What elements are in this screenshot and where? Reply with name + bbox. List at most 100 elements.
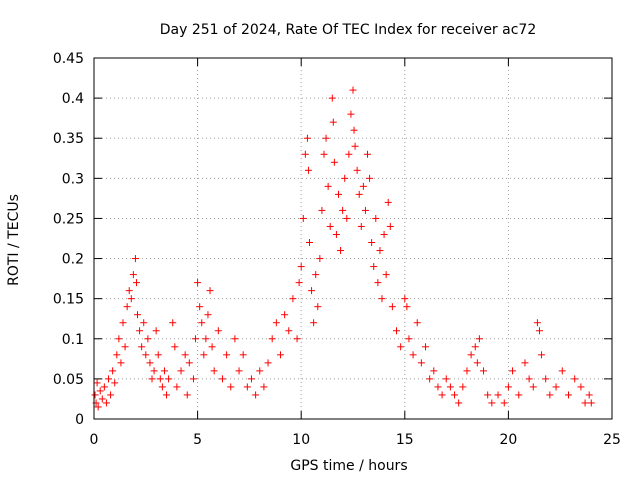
y-tick-label: 0.15 — [53, 292, 84, 308]
data-point — [405, 335, 413, 343]
data-point — [276, 351, 284, 359]
data-point — [384, 198, 392, 206]
data-point — [494, 391, 502, 399]
x-tick-label: 20 — [499, 432, 517, 448]
data-point — [123, 303, 131, 311]
data-point — [148, 375, 156, 383]
data-point — [214, 327, 222, 335]
data-point — [451, 391, 459, 399]
axis-ticks — [93, 57, 613, 420]
data-point — [417, 359, 425, 367]
data-point — [107, 391, 115, 399]
data-point — [438, 391, 446, 399]
data-point — [163, 391, 171, 399]
data-point — [299, 214, 307, 222]
data-point — [525, 375, 533, 383]
data-point — [119, 319, 127, 327]
x-tick-label: 25 — [603, 432, 621, 448]
data-point — [337, 247, 345, 255]
data-point — [330, 158, 338, 166]
data-point — [366, 174, 374, 182]
x-tick-label: 0 — [90, 432, 99, 448]
data-point — [324, 182, 332, 190]
data-point — [509, 367, 517, 375]
y-axis-label: ROTI / TECUs — [6, 194, 22, 286]
data-point — [322, 134, 330, 142]
grid-lines — [94, 58, 612, 419]
data-point — [177, 367, 185, 375]
data-point — [223, 351, 231, 359]
data-point — [305, 239, 313, 247]
data-point — [542, 375, 550, 383]
data-point — [289, 295, 297, 303]
data-point — [154, 351, 162, 359]
y-tick-label: 0.35 — [53, 131, 84, 147]
data-point — [380, 230, 388, 238]
data-point — [308, 287, 316, 295]
data-point — [370, 263, 378, 271]
data-point — [355, 190, 363, 198]
data-point — [480, 367, 488, 375]
data-point — [533, 319, 541, 327]
data-point — [473, 359, 481, 367]
data-point — [208, 343, 216, 351]
data-point — [463, 367, 471, 375]
data-point — [293, 335, 301, 343]
data-point — [397, 343, 405, 351]
data-point — [386, 222, 394, 230]
data-point — [115, 335, 123, 343]
data-point — [150, 367, 158, 375]
data-point — [260, 383, 268, 391]
data-point — [231, 335, 239, 343]
data-point — [111, 379, 119, 387]
data-point — [125, 287, 133, 295]
data-points — [91, 86, 595, 411]
y-tick-label: 0.2 — [62, 252, 84, 268]
data-point — [152, 327, 160, 335]
data-point — [113, 351, 121, 359]
data-point — [160, 367, 168, 375]
data-point — [357, 222, 365, 230]
data-point — [467, 351, 475, 359]
data-point — [372, 214, 380, 222]
x-tick-label: 5 — [193, 432, 202, 448]
data-point — [376, 247, 384, 255]
data-point — [183, 391, 191, 399]
y-tick-label: 0.4 — [62, 91, 84, 107]
data-point — [96, 387, 104, 395]
data-point — [426, 375, 434, 383]
data-point — [500, 399, 508, 407]
data-point — [121, 343, 129, 351]
data-point — [521, 359, 529, 367]
y-tick-label: 0.05 — [53, 372, 84, 388]
data-point — [430, 367, 438, 375]
data-point — [334, 190, 342, 198]
data-point — [341, 174, 349, 182]
data-point — [138, 343, 146, 351]
data-point — [409, 351, 417, 359]
y-tick-label: 0.45 — [53, 51, 84, 67]
data-point — [210, 367, 218, 375]
data-point — [382, 271, 390, 279]
data-point — [206, 287, 214, 295]
data-point — [146, 359, 154, 367]
data-point — [295, 279, 303, 287]
data-point — [156, 375, 164, 383]
data-point — [475, 335, 483, 343]
data-point — [227, 383, 235, 391]
x-tick-label: 15 — [396, 432, 414, 448]
data-point — [351, 142, 359, 150]
data-point — [374, 279, 382, 287]
data-point — [268, 335, 276, 343]
data-point — [100, 383, 108, 391]
data-point — [353, 166, 361, 174]
data-point — [129, 271, 137, 279]
data-point — [378, 295, 386, 303]
data-point — [455, 399, 463, 407]
data-point — [401, 295, 409, 303]
data-point — [314, 303, 322, 311]
data-point — [93, 379, 101, 387]
data-point — [102, 399, 110, 407]
data-point — [185, 359, 193, 367]
data-point — [235, 367, 243, 375]
